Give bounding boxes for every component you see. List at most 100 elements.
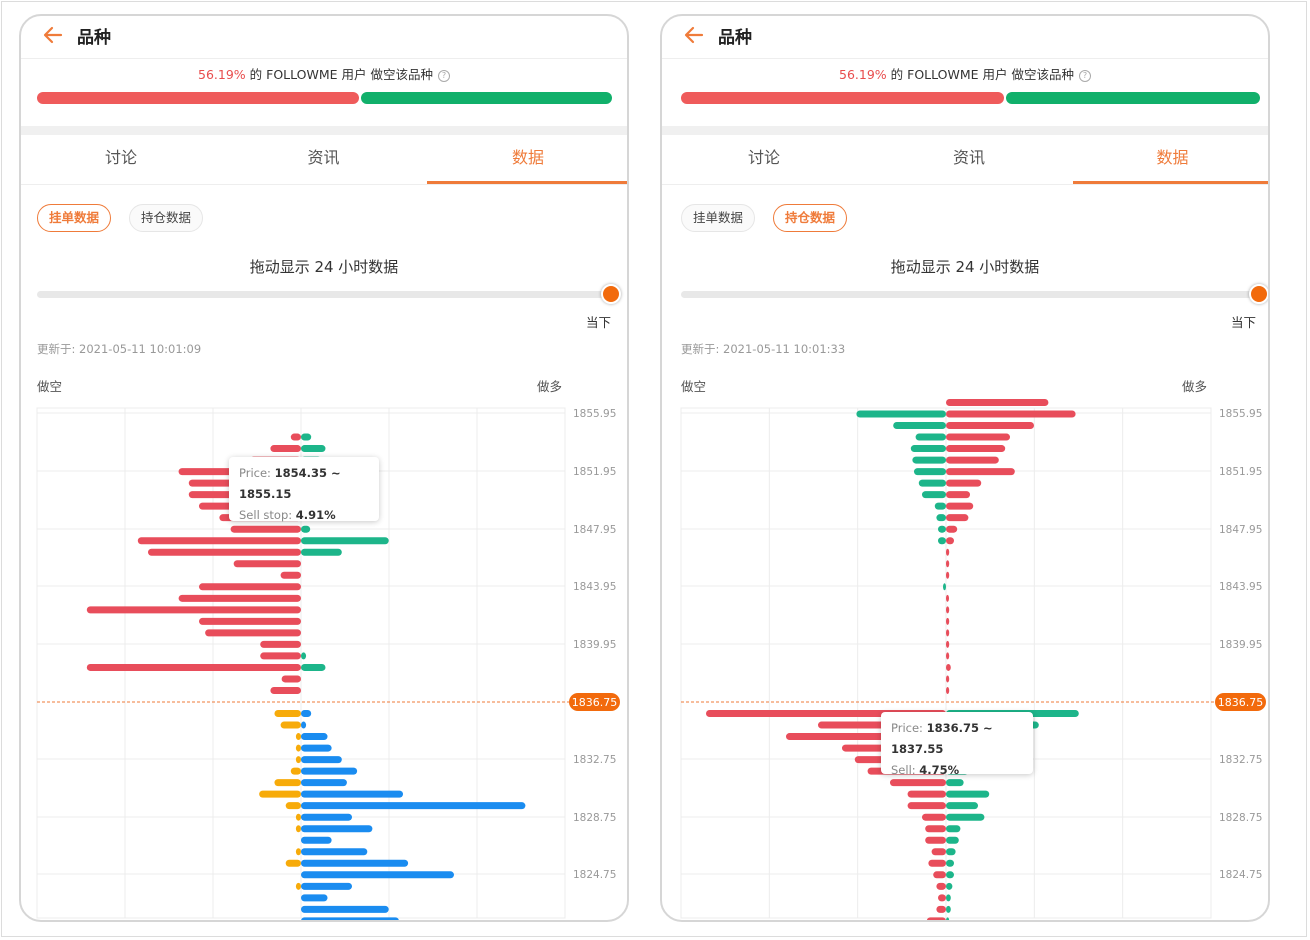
bar-below-right [301,859,409,867]
long-ratio-bar [361,92,612,104]
bar-above-right [946,629,950,637]
tab-data[interactable]: 数据 [1073,135,1268,184]
pending-orders-button[interactable]: 挂单数据 [37,204,112,232]
bar-above-right [946,675,950,683]
tooltip-price-label: Price: [239,466,275,480]
bar-below-right [946,779,964,787]
short-ratio-bar [681,92,1004,104]
tab-discussion[interactable]: 讨论 [747,148,780,167]
tab-news[interactable]: 资讯 [307,148,340,167]
bar-above-left [137,537,301,545]
tooltip-type-label: Sell: [891,763,920,777]
bar-above-left [856,410,946,418]
time-slider-handle[interactable] [601,284,621,304]
tab-news[interactable]: 资讯 [952,148,985,167]
updated-timestamp: 更新于: 2021-05-11 10:01:33 [681,342,846,356]
bar-above-left [914,468,946,476]
sentiment-text: 56.19% 的 FOLLOWME 用户 做空该品种? [21,64,627,83]
bar-below-left [938,894,946,902]
bar-above-left [148,548,301,556]
bar-below-left [295,825,301,833]
bar-below-left [907,802,946,810]
bar-above-left [199,583,301,591]
price-tick-label: 1828.75 [1219,812,1262,824]
header: 品种 [662,16,1268,59]
bar-above-left [86,606,301,614]
time-slider-track[interactable] [681,291,1259,298]
bar-above-right [946,410,1076,418]
bar-below-left [259,790,301,798]
bar-below-right [301,825,373,833]
bar-below-right [946,790,990,798]
tooltip-type-row: Sell stop: 4.91% [239,505,369,526]
bar-below-left [295,813,301,821]
bar-above-left [233,560,301,568]
bar-below-left [936,882,946,890]
bar-above-right [946,445,1006,453]
bar-above-right [946,663,951,671]
tooltip-type-value: 4.91% [295,508,336,522]
price-tick-label: 1855.95 [573,408,616,420]
price-tick-label: 1828.75 [573,812,616,824]
tooltip-price-row: Price: 1836.75 ~ 1837.55 [891,718,1023,760]
price-tick-label: 1832.75 [1219,754,1262,766]
bar-below-left [290,767,301,775]
help-icon[interactable]: ? [1078,70,1091,82]
bar-above-left [86,663,301,671]
bar-below-right [301,917,399,920]
bar-above-left [910,445,946,453]
bar-above-right [946,479,982,487]
bar-above-left [178,594,301,602]
tooltip-type-value: 4.75% [919,763,960,777]
bar-below-left [295,733,301,741]
pending-orders-button[interactable]: 挂单数据 [681,204,756,232]
left-phone-panel: 品种 56.19% 的 FOLLOWME 用户 做空该品种? 讨论 资讯 数据 … [19,14,629,922]
positions-button[interactable]: 持仓数据 [773,204,848,232]
bar-below-right [946,802,978,810]
bar-above-left [936,514,946,522]
bar-below-right [946,917,950,920]
bar-above-right [946,514,969,522]
help-icon[interactable]: ? [437,70,450,82]
bar-above-left [260,652,301,660]
arrow-left-icon[interactable] [43,25,63,45]
bar-below-left [907,790,946,798]
bar-below-right [301,802,526,810]
tab-discussion[interactable]: 讨论 [104,148,137,167]
bar-below-right [301,790,403,798]
tooltip-price-value: 1836.75 ~ 1837.55 [891,721,993,756]
bar-above-right [301,433,312,441]
bar-above-left [230,525,301,533]
bar-above-left [893,422,946,430]
bar-above-right [946,422,1034,430]
bar-above-right [946,560,950,568]
bar-below-left [926,917,946,920]
page-title: 品种 [77,28,111,48]
time-slider-handle[interactable] [1249,284,1268,304]
bar-below-right [946,871,954,879]
short-axis-label: 做空 [681,379,707,394]
price-tick-label: 1824.75 [1219,869,1262,881]
bar-above-right [946,502,974,510]
bar-above-right [946,617,950,625]
bar-above-left [934,502,946,510]
arrow-left-icon[interactable] [684,25,704,45]
time-slider-track[interactable] [37,291,612,298]
long-axis-label: 做多 [1182,379,1208,394]
bar-below-right [301,721,307,729]
bar-below-left [922,813,946,821]
tooltip-price-value: 1854.35 ~ 1855.15 [239,466,341,501]
bar-below-right [301,813,352,821]
tab-data[interactable]: 数据 [427,135,627,184]
bar-above-left [280,571,301,579]
page-title: 品种 [718,28,752,48]
bar-above-right [946,652,950,660]
bar-above-left [281,675,301,683]
bar-below-right [301,905,389,913]
positions-button[interactable]: 持仓数据 [129,204,204,232]
sentiment-label: 的 FOLLOWME 用户 做空该品种 [245,67,433,82]
bar-above-left [938,537,946,545]
bar-above-left [199,617,301,625]
position-chart[interactable]: 1855.95 1851.95 1847.95 1843.95 1839.95 1832.… [662,16,1268,920]
bar-below-left [274,710,301,718]
